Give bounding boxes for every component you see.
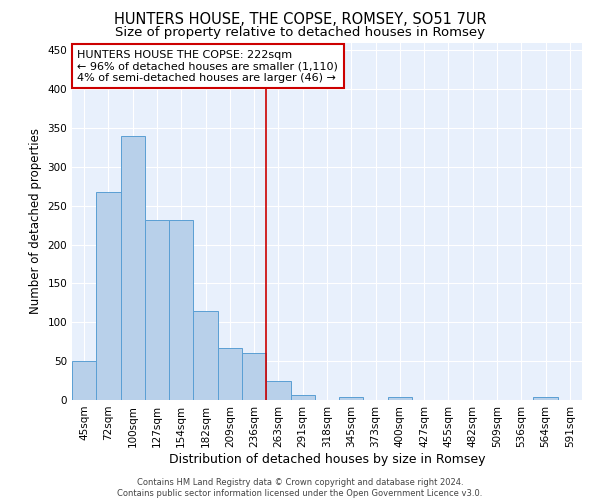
Bar bbox=[218, 348, 242, 400]
Bar bbox=[388, 397, 412, 400]
Bar bbox=[242, 354, 266, 400]
Bar bbox=[96, 192, 121, 400]
Text: HUNTERS HOUSE, THE COPSE, ROMSEY, SO51 7UR: HUNTERS HOUSE, THE COPSE, ROMSEY, SO51 7… bbox=[113, 12, 487, 28]
Bar bbox=[169, 220, 193, 400]
Text: Size of property relative to detached houses in Romsey: Size of property relative to detached ho… bbox=[115, 26, 485, 39]
Bar bbox=[193, 312, 218, 400]
Text: HUNTERS HOUSE THE COPSE: 222sqm
← 96% of detached houses are smaller (1,110)
4% : HUNTERS HOUSE THE COPSE: 222sqm ← 96% of… bbox=[77, 50, 338, 83]
Bar bbox=[290, 396, 315, 400]
Bar bbox=[145, 220, 169, 400]
Bar bbox=[72, 361, 96, 400]
Bar bbox=[121, 136, 145, 400]
Bar bbox=[533, 397, 558, 400]
Text: Contains HM Land Registry data © Crown copyright and database right 2024.
Contai: Contains HM Land Registry data © Crown c… bbox=[118, 478, 482, 498]
Y-axis label: Number of detached properties: Number of detached properties bbox=[29, 128, 42, 314]
Bar bbox=[339, 397, 364, 400]
Bar bbox=[266, 380, 290, 400]
X-axis label: Distribution of detached houses by size in Romsey: Distribution of detached houses by size … bbox=[169, 452, 485, 466]
